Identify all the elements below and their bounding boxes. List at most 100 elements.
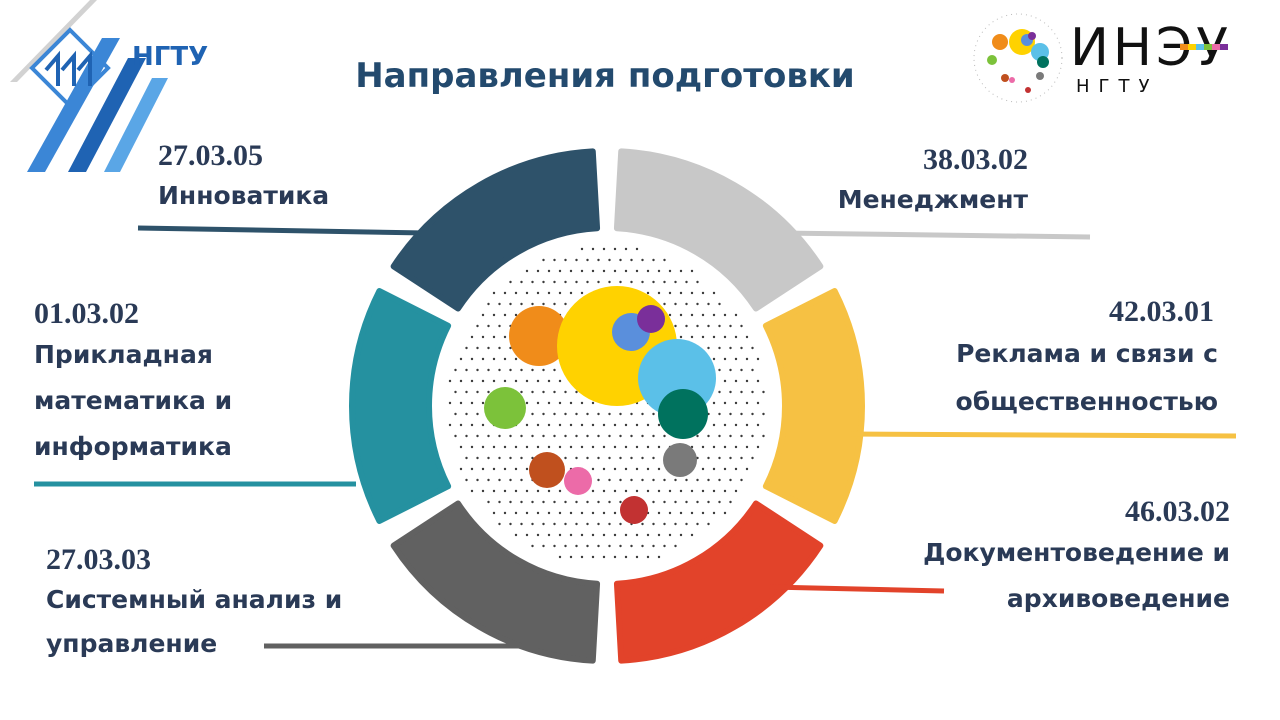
dot xyxy=(553,522,556,526)
dot xyxy=(751,456,754,460)
dot xyxy=(712,357,716,361)
dot xyxy=(520,368,523,372)
ring-segment-0 xyxy=(390,148,601,312)
dot xyxy=(762,434,765,438)
dot xyxy=(569,511,573,515)
dot xyxy=(685,280,688,284)
program-code: 27.03.05 xyxy=(158,139,263,172)
dot xyxy=(701,511,705,515)
dot xyxy=(498,302,501,306)
dot xyxy=(531,522,534,526)
dot xyxy=(635,533,639,537)
dot xyxy=(635,445,639,449)
dot xyxy=(745,401,749,405)
dot xyxy=(690,533,694,537)
dot xyxy=(553,390,556,394)
dot xyxy=(696,434,699,438)
dot xyxy=(613,489,617,493)
dot xyxy=(707,324,710,328)
dot xyxy=(707,302,710,306)
dot xyxy=(481,489,485,493)
dot xyxy=(696,324,699,328)
dot xyxy=(624,555,628,559)
dot xyxy=(668,313,672,317)
dot xyxy=(674,324,677,328)
dot xyxy=(481,423,485,427)
ngtu-logo-text: НГТУ xyxy=(132,42,209,72)
dot xyxy=(580,555,584,559)
dot xyxy=(663,258,666,262)
dot xyxy=(685,522,688,526)
dot xyxy=(470,401,474,405)
dot xyxy=(701,335,705,339)
dot xyxy=(597,478,600,482)
dot xyxy=(712,511,716,515)
dot xyxy=(586,456,589,460)
dot xyxy=(718,390,721,394)
dot xyxy=(608,280,611,284)
dot xyxy=(525,401,529,405)
dot xyxy=(520,456,523,460)
dot xyxy=(553,412,556,416)
dot xyxy=(575,412,578,416)
dot xyxy=(492,357,496,361)
dot xyxy=(707,500,710,504)
dot xyxy=(498,456,501,460)
dot xyxy=(723,423,727,427)
dot xyxy=(459,445,463,449)
dot xyxy=(564,500,567,504)
dot xyxy=(734,379,738,383)
dot xyxy=(498,368,501,372)
dot xyxy=(575,280,578,284)
dot xyxy=(613,511,617,515)
dot xyxy=(547,379,551,383)
dot xyxy=(723,357,727,361)
dot xyxy=(597,522,600,526)
dot xyxy=(487,302,490,306)
dot xyxy=(663,434,666,438)
dot xyxy=(487,456,490,460)
dot xyxy=(553,280,556,284)
dot xyxy=(657,467,661,471)
dot xyxy=(569,401,573,405)
dot xyxy=(641,412,644,416)
dot xyxy=(608,522,611,526)
dot xyxy=(448,401,452,405)
dot xyxy=(586,500,589,504)
dot xyxy=(454,368,457,372)
dot xyxy=(520,500,523,504)
dot xyxy=(498,434,501,438)
dot xyxy=(613,555,617,559)
dot xyxy=(481,357,485,361)
dot xyxy=(492,489,496,493)
dot xyxy=(734,423,738,427)
dot xyxy=(536,269,540,273)
dot xyxy=(553,500,556,504)
dot xyxy=(641,280,644,284)
dot xyxy=(652,544,655,548)
dot xyxy=(652,456,655,460)
dot xyxy=(679,335,683,339)
dot xyxy=(690,269,694,273)
dot xyxy=(701,467,705,471)
program-code: 42.03.01 xyxy=(1109,295,1214,328)
ring-segment-3 xyxy=(613,500,824,664)
dot xyxy=(734,357,738,361)
dot xyxy=(679,489,683,493)
dot xyxy=(718,456,721,460)
dot xyxy=(613,445,617,449)
dot xyxy=(476,390,479,394)
dot xyxy=(740,478,743,482)
dot xyxy=(674,302,677,306)
dot xyxy=(481,467,485,471)
dot xyxy=(514,533,518,537)
program-advertising: 42.03.01 Реклама и связи с общественност… xyxy=(898,294,1218,426)
dot xyxy=(487,368,490,372)
dot xyxy=(542,412,545,416)
dot xyxy=(718,478,721,482)
dot xyxy=(602,445,606,449)
dot xyxy=(547,489,551,493)
dot xyxy=(729,390,732,394)
dot xyxy=(729,368,732,372)
